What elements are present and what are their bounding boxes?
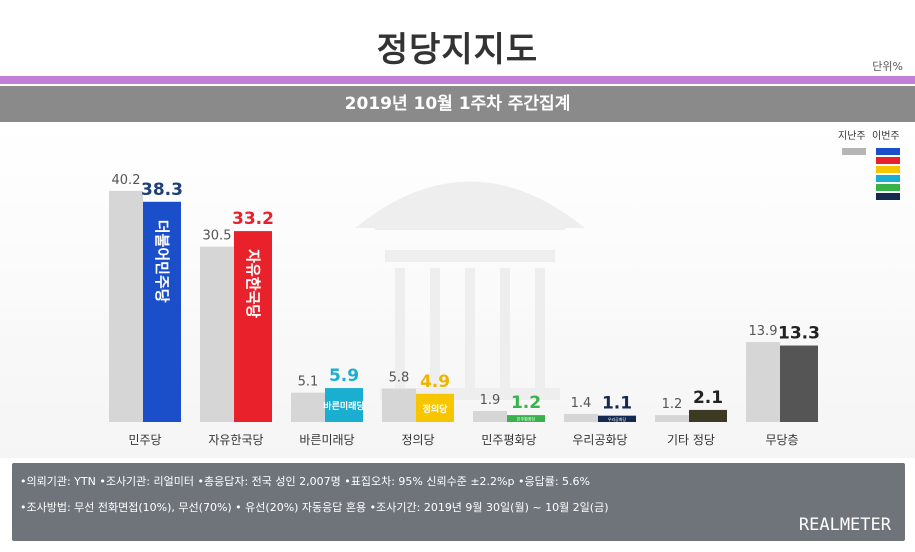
party-logo-text: 자유한국당 — [244, 249, 262, 318]
curr-week-value-label: 13.3 — [778, 324, 820, 344]
assembly-watermark-icon — [355, 181, 585, 400]
prev-week-bar — [109, 190, 143, 422]
category-label: 자유한국당 — [208, 433, 263, 447]
category-label: 민주평화당 — [481, 433, 536, 447]
bar-group-7: 1.2 2.1 기타 정당 — [655, 388, 727, 447]
curr-week-value-label: 5.9 — [329, 366, 359, 386]
legend-swatch-1 — [876, 148, 900, 155]
curr-week-bar — [234, 231, 272, 422]
legend-swatch-4 — [876, 175, 900, 182]
prev-week-value-label: 30.5 — [203, 229, 232, 244]
category-label: 바른미래당 — [299, 433, 354, 447]
category-label: 우리공화당 — [572, 433, 627, 447]
legend-prev-label: 지난주 — [838, 130, 866, 142]
legend-swatch-5 — [876, 184, 900, 191]
curr-week-bar — [689, 409, 727, 422]
subtitle-bar: 2019년 10월 1주차 주간집계 — [0, 86, 915, 122]
curr-week-value-label: 4.9 — [420, 372, 450, 392]
party-support-chart: 지난주 이번주 40.2 38.3더불어민주당민주당30.533.2자유한국당자유… — [109, 130, 900, 447]
prev-week-value-label: 13.9 — [749, 324, 778, 339]
curr-week-bar — [143, 201, 181, 422]
legend-prev-swatch — [842, 148, 866, 155]
legend-swatch-6 — [876, 193, 900, 200]
curr-week-bar — [325, 388, 363, 422]
prev-week-bar — [291, 392, 325, 422]
curr-week-bar — [780, 345, 818, 422]
prev-week-bar — [200, 246, 234, 422]
category-label: 정의당 — [401, 433, 434, 447]
category-label: 무당층 — [765, 433, 798, 447]
curr-week-value-label: 1.1 — [602, 394, 632, 414]
curr-week-value-label: 38.3 — [141, 180, 183, 200]
prev-week-value-label: 1.2 — [662, 397, 683, 412]
legend-curr-palette — [876, 148, 900, 200]
bar-group-8: 13.9 13.3 무당층 — [746, 324, 820, 447]
survey-info-line-1: •의뢰기관: YTN •조사기관: 리얼미터 •총응답자: 전국 성인 2,00… — [20, 475, 590, 488]
curr-week-bar — [416, 393, 454, 422]
chart-subtitle: 2019년 10월 1주차 주간집계 — [344, 94, 571, 114]
party-logo-text: 우리공화당 — [608, 416, 627, 422]
realmeter-logo: REALMETER — [798, 515, 891, 535]
prev-week-bar — [655, 415, 689, 422]
curr-week-value-label: 1.2 — [511, 393, 541, 413]
prev-week-bar — [382, 388, 416, 422]
party-logo-text: 정의당 — [423, 403, 449, 415]
page-title: 정당지지도 — [376, 30, 539, 70]
legend-swatch-3 — [876, 166, 900, 173]
curr-week-value-label: 2.1 — [693, 388, 723, 408]
party-logo-text: 바른미래당 — [323, 400, 365, 412]
party-logo-text: 민주평화당 — [517, 416, 536, 422]
prev-week-bar — [473, 411, 507, 422]
unit-label: 단위% — [872, 60, 903, 73]
survey-info-box: •의뢰기관: YTN •조사기관: 리얼미터 •총응답자: 전국 성인 2,00… — [12, 463, 905, 541]
category-label: 기타 정당 — [667, 433, 715, 447]
prev-week-value-label: 5.1 — [298, 375, 319, 390]
prev-week-value-label: 5.8 — [389, 371, 410, 386]
prev-week-value-label: 1.9 — [480, 393, 501, 408]
prev-week-value-label: 40.2 — [112, 173, 141, 188]
chart-legend: 지난주 이번주 — [838, 130, 900, 200]
category-label: 민주당 — [128, 433, 161, 447]
party-logo-text: 더불어민주당 — [153, 220, 171, 303]
legend-curr-label: 이번주 — [872, 130, 900, 142]
curr-week-bar — [598, 415, 636, 422]
prev-week-bar — [746, 342, 780, 422]
legend-swatch-2 — [876, 157, 900, 164]
accent-divider — [0, 76, 915, 84]
curr-week-value-label: 33.2 — [232, 209, 274, 229]
prev-week-bar — [564, 413, 598, 422]
survey-info-line-2: •조사방법: 무선 전화면접(10%), 무선(70%) • 유선(20%) 자… — [20, 501, 609, 514]
curr-week-bar — [507, 415, 545, 422]
prev-week-value-label: 1.4 — [571, 396, 592, 411]
